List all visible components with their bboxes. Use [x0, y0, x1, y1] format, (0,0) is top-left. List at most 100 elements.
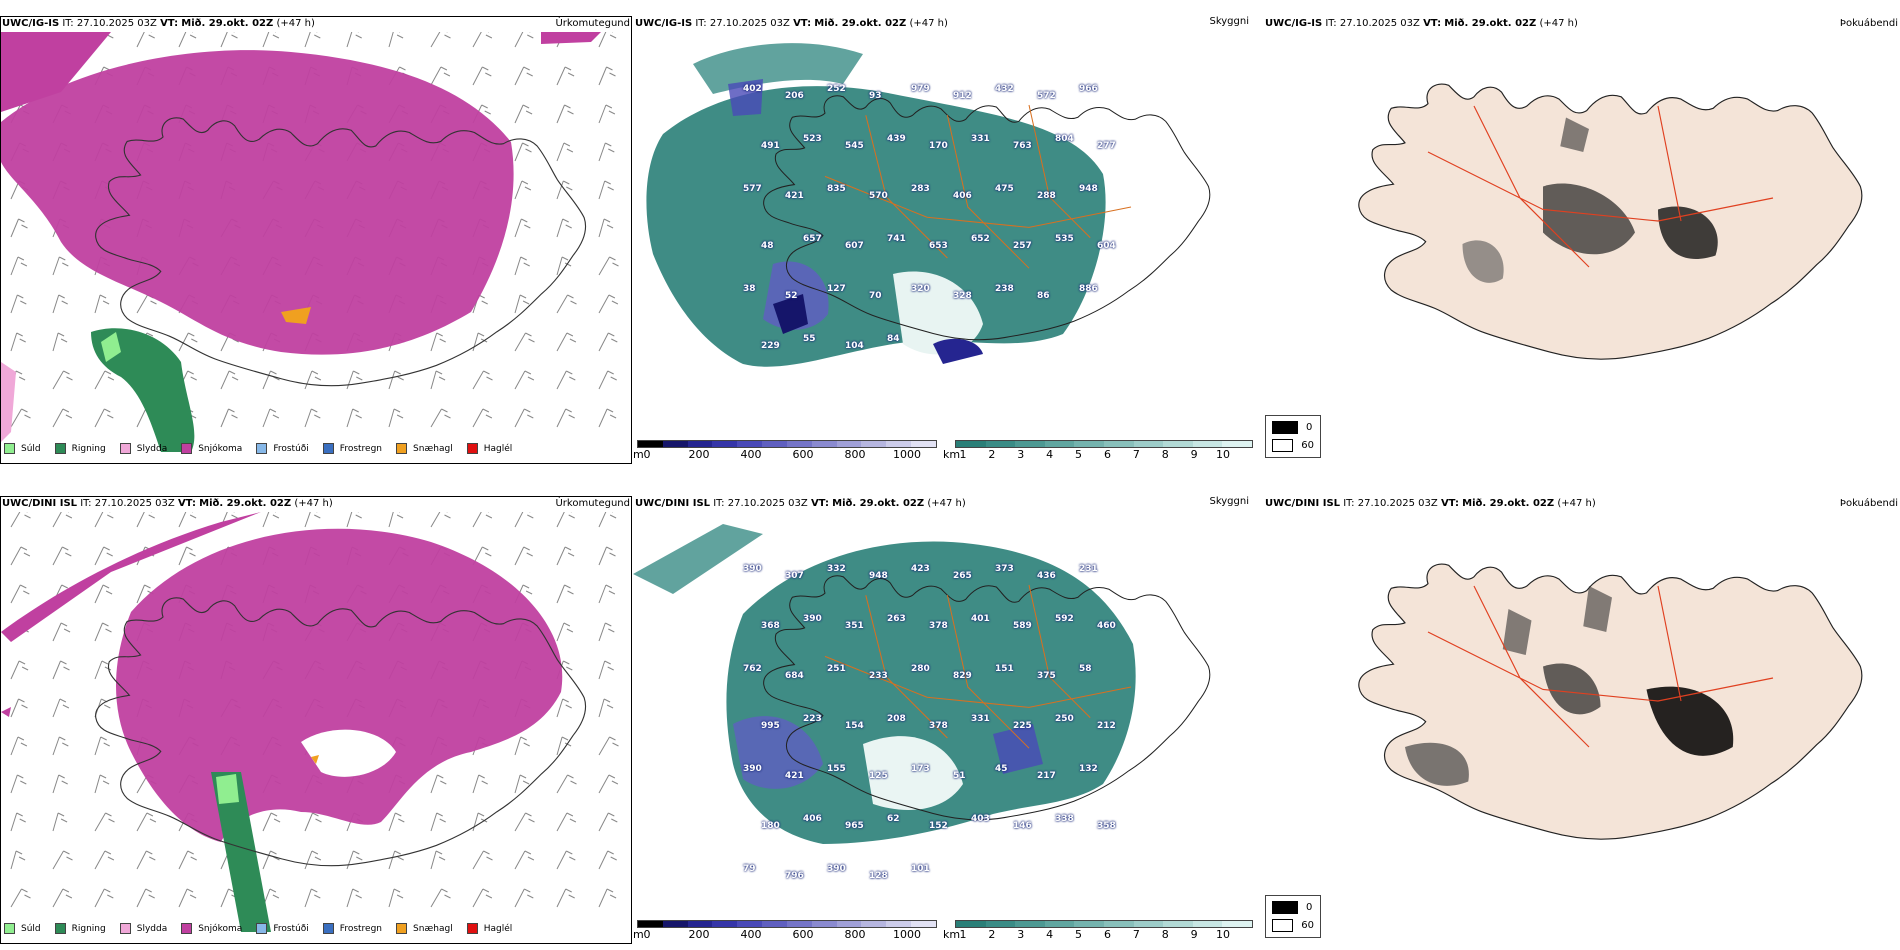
tick-label: 800 [844, 448, 866, 461]
visibility-label: 401 [971, 614, 990, 624]
visibility-label: 592 [1055, 614, 1074, 624]
panel-title: UWC/DINI ISL IT: 27.10.2025 03Z VT: Mið.… [2, 498, 333, 509]
wind-barb [94, 660, 112, 680]
colorbar-bin [911, 921, 936, 927]
visibility-label: 252 [827, 84, 846, 94]
wind-barb [10, 850, 26, 870]
legend-swatch [396, 923, 408, 934]
colorbar-bin [1222, 441, 1252, 447]
visibility-label: 231 [1079, 564, 1098, 574]
fog-value: 60 [1301, 440, 1314, 451]
colorbar-bin [1044, 921, 1075, 927]
visibility-label: 491 [761, 141, 780, 151]
colorbar-bin [1163, 441, 1193, 447]
panel-title: UWC/DINI ISL IT: 27.10.2025 03Z VT: Mið.… [635, 498, 966, 509]
wind-barb [304, 512, 321, 528]
visibility-label: 375 [1037, 671, 1056, 681]
tick-label: 10 [1216, 448, 1230, 461]
legend-label: Súld [21, 443, 41, 454]
wind-barb [430, 66, 451, 86]
wind-barb [10, 256, 28, 276]
tick-label: 10 [1216, 928, 1230, 941]
wind-barb [598, 622, 615, 642]
visibility-label: 965 [845, 821, 864, 831]
wind-barb [514, 218, 531, 238]
visibility-label: 948 [1079, 184, 1098, 194]
legend-swatch [256, 443, 268, 454]
precip-map-2 [1, 512, 619, 932]
colorbar-bin [737, 921, 763, 927]
colorbar-bin [1074, 921, 1104, 927]
tick-label: 8 [1161, 448, 1169, 461]
wind-barb [472, 370, 493, 390]
wind-barb [472, 812, 488, 832]
tick-label: 9 [1190, 448, 1198, 461]
wind-barb [136, 32, 155, 48]
wind-barb [598, 104, 616, 124]
colorbar-bin [638, 921, 663, 927]
visibility-label: 307 [785, 571, 804, 581]
wind-barb [514, 332, 535, 352]
legend-item: Frostregn [322, 443, 383, 454]
legend-swatch [119, 923, 131, 934]
visibility-label: 979 [911, 84, 930, 94]
wind-barb [556, 512, 575, 528]
visibility-unit: km [943, 928, 961, 941]
wind-barb [52, 774, 68, 794]
wind-barb [514, 850, 535, 870]
panel-title: UWC/IG-IS IT: 27.10.2025 03Z VT: Mið. 29… [635, 18, 948, 29]
wind-barb [388, 370, 404, 390]
wind-barb [430, 370, 446, 390]
wind-barb [10, 512, 31, 528]
legend-label: Frostúði [273, 443, 309, 454]
fog-value: 0 [1306, 902, 1313, 913]
colorbar-bin [1074, 441, 1104, 447]
wind-barb [556, 812, 577, 832]
visibility-label: 128 [869, 871, 888, 881]
colorbar-bin [1015, 441, 1045, 447]
legend-label: Rigning [71, 923, 106, 934]
visibility-label: 238 [995, 284, 1014, 294]
cloud-base-colorbar [637, 920, 937, 928]
wind-barb [10, 332, 26, 352]
wind-barb [598, 774, 619, 794]
legend-label: Haglél [483, 923, 513, 934]
visibility-label: 263 [887, 614, 906, 624]
wind-barb [178, 850, 197, 870]
wind-barb [220, 370, 239, 390]
colorbar-bin [1192, 921, 1223, 927]
wind-barb [598, 294, 619, 314]
wind-barb [430, 812, 446, 832]
visibility-label: 52 [785, 291, 798, 301]
visibility-label: 55 [803, 334, 816, 344]
visibility-label: 607 [845, 241, 864, 251]
legend-label: Frostregn [339, 443, 383, 454]
wind-barb [514, 180, 532, 200]
visibility-label: 51 [953, 771, 966, 781]
wind-barb [598, 32, 617, 48]
visibility-label: 338 [1055, 814, 1074, 824]
fog-legend-row: 60 [1272, 439, 1314, 452]
fog-legend-row: 60 [1272, 919, 1314, 932]
wind-barb [52, 660, 70, 680]
wind-barb [514, 32, 534, 48]
tick-label: 1000 [893, 448, 921, 461]
legend-swatch [256, 923, 268, 934]
wind-barb [556, 546, 575, 566]
wind-barb [304, 812, 322, 832]
wind-barb [598, 888, 617, 908]
visibility-label: 912 [953, 91, 972, 101]
wind-barb [598, 180, 614, 200]
fog-swatch [1272, 421, 1298, 434]
visibility-label: 251 [827, 664, 846, 674]
visibility-label: 84 [887, 334, 900, 344]
wind-barb [10, 584, 30, 604]
visibility-labels: 402 206 252 93 979 912 432 572 966 491 523 545 439 17… [633, 34, 1253, 434]
visibility-label: 589 [1013, 621, 1032, 631]
tick-label: 1 [959, 448, 967, 461]
precip-type-panel-1: UWC/IG-IS IT: 27.10.2025 03Z VT: Mið. 29… [0, 12, 632, 464]
wind-barb [178, 888, 197, 908]
wind-barb [388, 850, 404, 870]
wind-barb [346, 850, 363, 870]
fog-legend-row: 0 [1272, 901, 1314, 914]
